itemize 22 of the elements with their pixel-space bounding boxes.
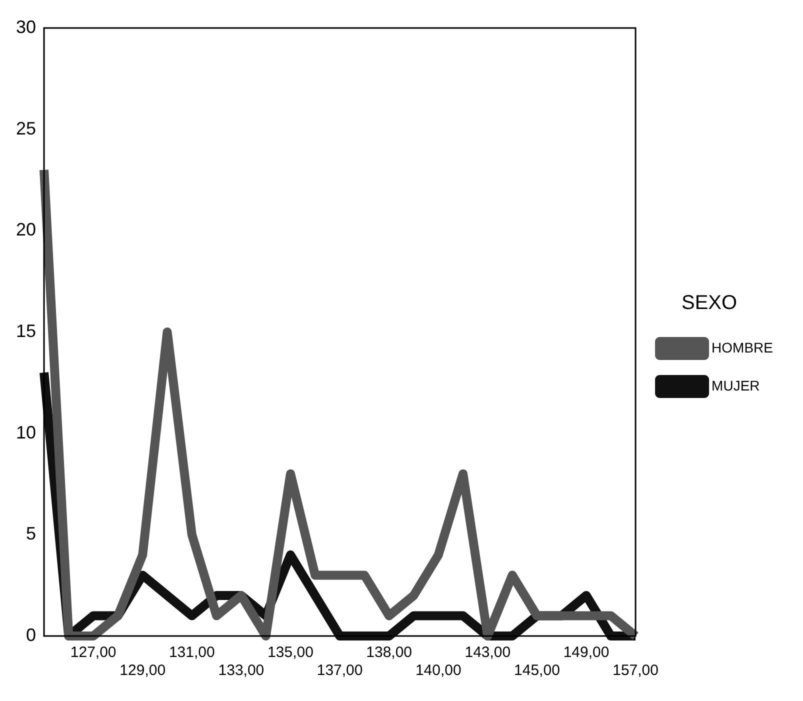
x-tick-label: 143,00 bbox=[464, 644, 511, 662]
legend-title: SEXO bbox=[681, 292, 738, 314]
x-tick-label: 135,00 bbox=[268, 644, 314, 662]
legend-label: HOMBRE bbox=[712, 339, 774, 356]
y-tick-label: 10 bbox=[16, 422, 36, 442]
x-tick-label: 127,00 bbox=[70, 644, 116, 662]
y-tick-label: 30 bbox=[16, 16, 36, 37]
y-tick-label: 20 bbox=[16, 220, 36, 240]
y-tick-label: 15 bbox=[16, 320, 36, 341]
x-tick-label: 129,00 bbox=[120, 662, 166, 680]
y-tick-label: 0 bbox=[26, 624, 36, 645]
x-tick-label: 133,00 bbox=[218, 662, 264, 680]
legend-label: MUJER bbox=[712, 377, 760, 394]
x-tick-label: 137,00 bbox=[316, 662, 363, 680]
x-tick-label: 145,00 bbox=[514, 662, 560, 680]
x-tick-label: 131,00 bbox=[168, 644, 215, 662]
y-tick-label: 5 bbox=[26, 524, 36, 544]
x-tick-label: 138,00 bbox=[366, 644, 412, 662]
y-tick-label: 25 bbox=[16, 118, 36, 138]
x-tick-label: 149,00 bbox=[563, 644, 610, 662]
x-tick-label: 140,00 bbox=[415, 662, 462, 680]
x-tick-label: 157,00 bbox=[612, 662, 658, 680]
